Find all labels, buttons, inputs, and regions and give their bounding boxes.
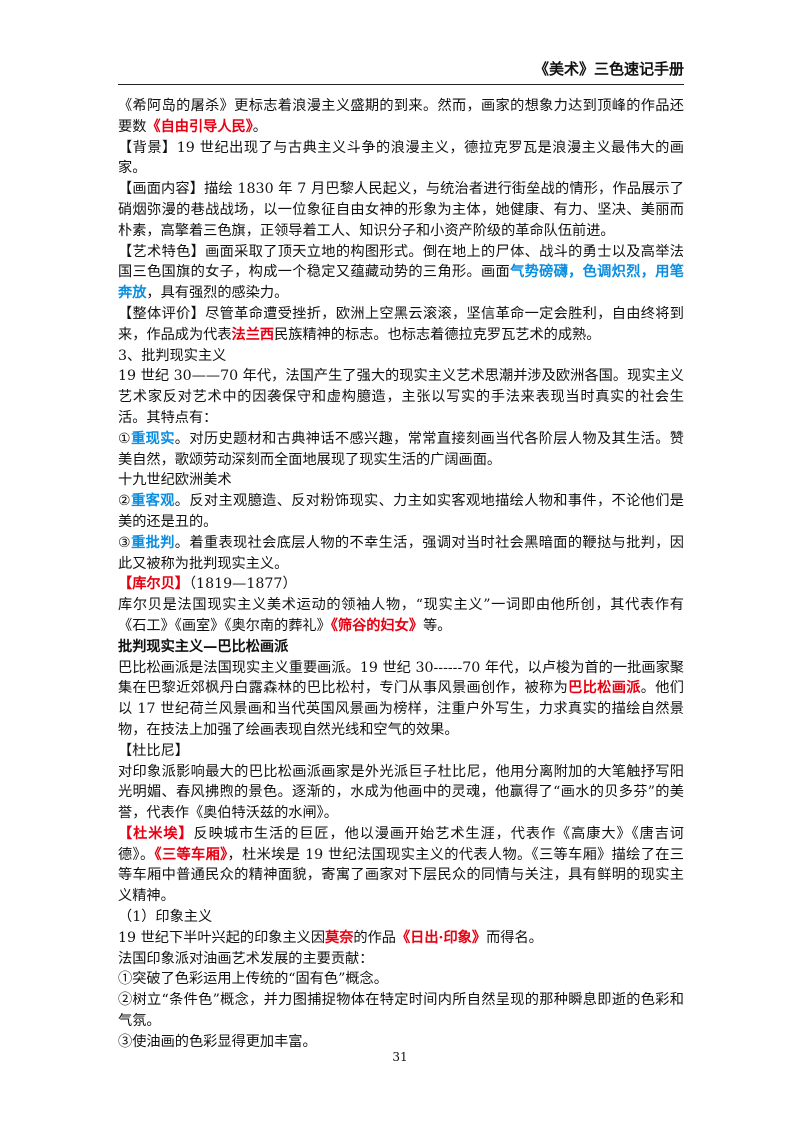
text-run: 巴比松画派是法国现实主义重要画派。19 世纪 30------70 年代，以卢梭… [118, 659, 684, 697]
paragraph: 【杜比尼】 [118, 741, 684, 762]
paragraph: ①重现实。对历史题材和古典神话不感兴趣，常常直接刻画当代各阶层人物及其生活。赞美… [118, 429, 684, 471]
paragraph: 【杜米埃】反映城市生活的巨匠，他以漫画开始艺术生涯，代表作《高康大》《唐吉诃德》… [118, 824, 684, 907]
text-run: 19 世纪下半叶兴起的印象主义因 [118, 929, 326, 946]
text-run: 等。 [423, 617, 452, 634]
paragraph: 对印象派影响最大的巴比松画派画家是外光派巨子杜比尼，他用分离附加的大笔触抒写阳光… [118, 762, 684, 824]
text-run: ，杜米埃是 19 世纪法国现实主义的代表人物。《三等车厢》描绘了在三等车厢中普通… [118, 846, 684, 905]
highlight-text: 重批判 [131, 534, 175, 551]
highlight-text: 《三等车厢》 [154, 846, 228, 863]
text-run: 。对历史题材和古典神话不感兴趣，常常直接刻画当代各阶层人物及其生活。赞美自然，歌… [118, 430, 684, 468]
paragraph: 3、批判现实主义 [118, 346, 684, 367]
paragraph: ③重批判。着重表现社会底层人物的不幸生活，强调对当时社会黑暗面的鞭挞与批判，因此… [118, 533, 684, 575]
text-run: 【杜比尼】 [118, 742, 189, 759]
text-run: 对印象派影响最大的巴比松画派画家是外光派巨子杜比尼，他用分离附加的大笔触抒写阳光… [118, 763, 684, 822]
text-run: 十九世纪欧洲美术 [118, 472, 232, 489]
text-run: ① [118, 430, 132, 447]
text-run: （1819—1877） [188, 576, 297, 593]
highlight-text: 气势磅礴，色调炽烈，用笔奔放 [118, 264, 684, 302]
paragraph: 巴比松画派是法国现实主义重要画派。19 世纪 30------70 年代，以卢梭… [118, 658, 684, 741]
text-run: ② [118, 493, 132, 510]
highlight-text: 法兰西 [231, 326, 275, 343]
paragraph: 【库尔贝】（1819—1877） [118, 574, 684, 595]
paragraph: 【画面内容】描绘 1830 年 7 月巴黎人民起义，与统治者进行街垒战的情形，作… [118, 179, 684, 241]
highlight-text: 重客观 [131, 493, 175, 510]
paragraph: 【整体评价】尽管革命遭受挫折，欧洲上空黑云滚滚，坚信革命一定会胜利，自由终将到来… [118, 304, 684, 346]
text-run: ③使油画的色彩显得更加丰富。 [118, 1033, 317, 1050]
text-run: 库尔贝是法国现实主义美术运动的领袖人物，“现实主义”一词即由他所创，其代表作有《… [118, 597, 684, 634]
highlight-text: 【杜米埃】 [118, 825, 194, 842]
text-run: 19 世纪 30——70 年代，法国产生了强大的现实主义艺术思潮并涉及欧洲各国。… [118, 368, 684, 426]
highlight-text: 《筛谷的妇女》 [330, 617, 424, 634]
text-run: 法国印象派对油画艺术发展的主要贡献： [118, 950, 374, 967]
highlight-text: 莫奈 [325, 929, 354, 946]
header-title: 《美术》三色速记手册 [118, 58, 684, 85]
paragraph: ②重客观。反对主观臆造、反对粉饰现实、力主如实客观地描绘人物和事件，不论他们是美… [118, 491, 684, 533]
text-run: 3、批判现实主义 [118, 347, 227, 364]
text-run: 民族精神的标志。也标志着德拉克罗瓦艺术的成熟。 [274, 326, 601, 343]
text-run: 。着重表现社会底层人物的不幸生活，强调对当时社会黑暗面的鞭挞与批判，因此又被称为… [118, 534, 684, 572]
highlight-text: 巴比松画派 [568, 680, 641, 697]
paragraph: ②树立“条件色”概念，并力图捕捉物体在特定时间内所自然呈现的那种瞬息即逝的色彩和… [118, 990, 684, 1032]
paragraph: ③使油画的色彩显得更加丰富。 [118, 1032, 684, 1053]
paragraph: 库尔贝是法国现实主义美术运动的领袖人物，“现实主义”一词即由他所创，其代表作有《… [118, 595, 684, 637]
text-run: ③ [118, 534, 132, 551]
text-run: ②树立“条件色”概念，并力图捕捉物体在特定时间内所自然呈现的那种瞬息即逝的色彩和… [118, 992, 684, 1030]
highlight-text: 批判现实主义—巴比松画派 [118, 638, 289, 655]
highlight-text: 重现实 [131, 430, 175, 447]
paragraph: 批判现实主义—巴比松画派 [118, 637, 684, 658]
paragraph: 十九世纪欧洲美术 [118, 470, 684, 491]
text-run: 而得名。 [486, 929, 543, 946]
text-run: 【艺术特色】画面采取了顶天立地的构图形式。倒在地上的尸体、战斗的勇士以及高举法国… [118, 243, 684, 281]
paragraph: 《希阿岛的屠杀》更标志着浪漫主义盛期的到来。然而，画家的想象力达到顶峰的作品还要… [118, 96, 684, 138]
paragraph: 19 世纪下半叶兴起的印象主义因莫奈的作品《日出·印象》而得名。 [118, 928, 684, 949]
paragraph: （1）印象主义 [118, 907, 684, 928]
text-run: （1）印象主义 [118, 909, 213, 926]
text-run: 【画面内容】描绘 1830 年 7 月巴黎人民起义，与统治者进行街垒战的情形，作… [118, 181, 684, 239]
paragraph: 【艺术特色】画面采取了顶天立地的构图形式。倒在地上的尸体、战斗的勇士以及高举法国… [118, 242, 684, 304]
paragraph: 【背景】19 世纪出现了与古典主义斗争的浪漫主义，德拉克罗瓦是浪漫主义最伟大的画… [118, 138, 684, 180]
highlight-text: 《日出·印象》 [395, 929, 487, 946]
page-number: 31 [392, 1050, 408, 1064]
text-run: 。 [252, 118, 267, 135]
text-run: 【背景】19 世纪出现了与古典主义斗争的浪漫主义，德拉克罗瓦是浪漫主义最伟大的画… [118, 139, 684, 177]
paragraph: ①突破了色彩运用上传统的“固有色”概念。 [118, 969, 684, 990]
text-run: 。他们以 17 世纪荷兰风景画和当代英国风景画为榜样，注重户外写生，力求真实的描… [118, 680, 684, 738]
highlight-text: 【库尔贝】 [118, 576, 189, 593]
text-run: 【整体评价】尽管革命遭受挫折，欧洲上空黑云滚滚，坚信革命一定会胜利，自由终将到来… [118, 305, 684, 343]
text-run: ①突破了色彩运用上传统的“固有色”概念。 [118, 971, 388, 988]
highlight-text: 《自由引导人民》 [146, 118, 253, 135]
text-run: 反映城市生活的巨匠，他以漫画开始艺术生涯，代表作《高康大》《唐吉诃德》。 [118, 825, 684, 863]
text-run: 。反对主观臆造、反对粉饰现实、力主如实客观地描绘人物和事件，不论他们是美的还是丑… [118, 493, 684, 530]
text-run: 《希阿岛的屠杀》更标志着浪漫主义盛期的到来。然而，画家的想象力达到顶峰的作品还要… [118, 98, 684, 135]
paragraph: 法国印象派对油画艺术发展的主要贡献： [118, 949, 684, 970]
content: 《希阿岛的屠杀》更标志着浪漫主义盛期的到来。然而，画家的想象力达到顶峰的作品还要… [118, 96, 684, 1053]
text-run: 的作品 [353, 929, 396, 946]
paragraph: 19 世纪 30——70 年代，法国产生了强大的现实主义艺术思潮并涉及欧洲各国。… [118, 366, 684, 428]
text-run: ，具有强烈的感染力。 [146, 285, 289, 302]
